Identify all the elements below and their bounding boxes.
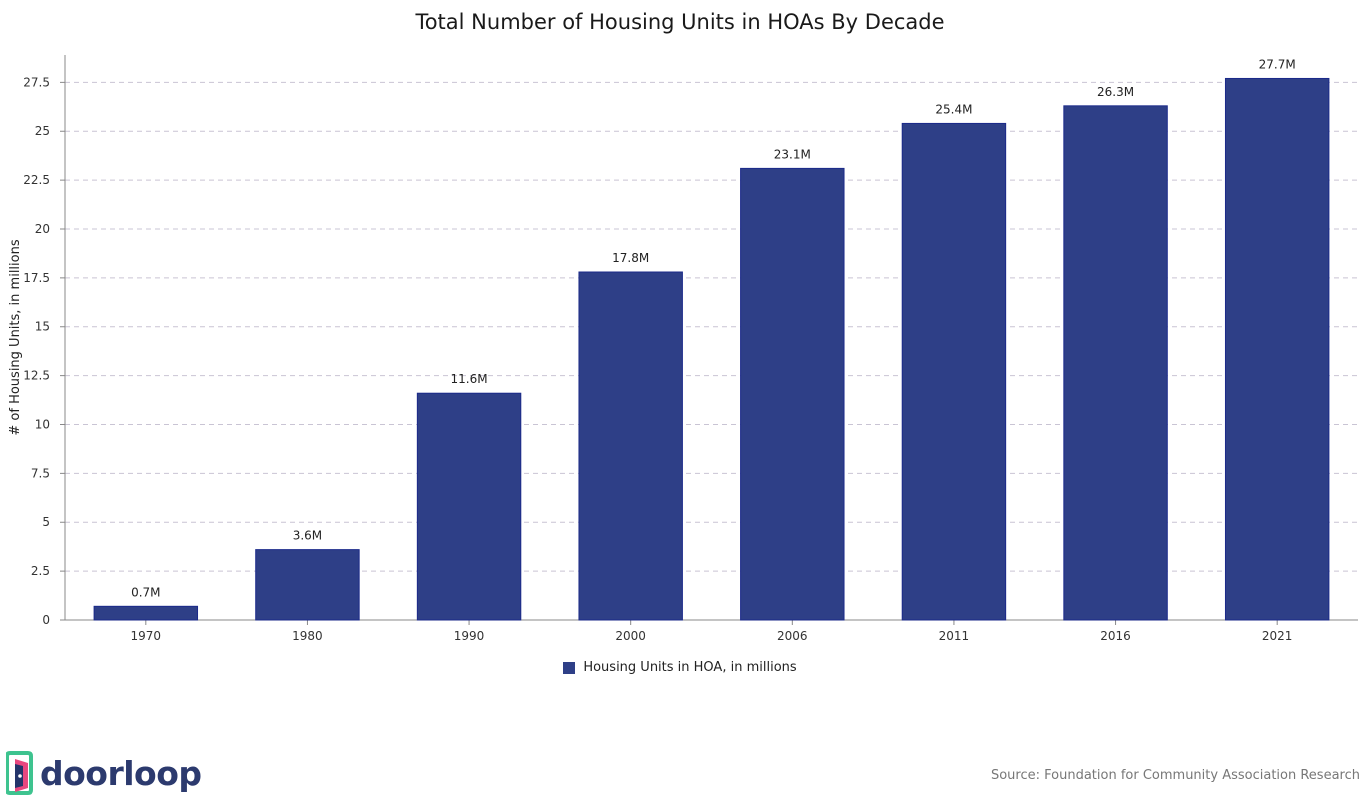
y-tick-label: 2.5 bbox=[31, 564, 50, 578]
x-tick-label-1980: 1980 bbox=[292, 629, 323, 643]
bars bbox=[93, 77, 1330, 621]
data-label-2016: 26.3M bbox=[1097, 85, 1134, 99]
legend-label: Housing Units in HOA, in millions bbox=[583, 660, 797, 675]
bar-chart: 0 2.5 5 7.5 10 12.5 15 17.5 20 22.5 25 27.5 1970 1980… bbox=[8, 55, 1358, 643]
x-tick-label-2000: 2000 bbox=[615, 629, 646, 643]
data-label-1990: 11.6M bbox=[451, 372, 488, 386]
bar-2006 bbox=[740, 167, 845, 621]
data-label-2006: 23.1M bbox=[774, 147, 811, 161]
data-label-2021: 27.7M bbox=[1259, 57, 1296, 71]
x-tick-label-1970: 1970 bbox=[131, 629, 162, 643]
y-tick-label: 7.5 bbox=[31, 466, 50, 480]
y-tick-label: 5 bbox=[42, 515, 50, 529]
y-tick-label: 20 bbox=[35, 222, 50, 236]
y-tick-label: 12.5 bbox=[23, 369, 50, 383]
x-tick-label-2021: 2021 bbox=[1262, 629, 1293, 643]
legend-swatch bbox=[563, 661, 576, 674]
data-label-1970: 0.7M bbox=[131, 585, 160, 599]
bar-2000 bbox=[578, 271, 683, 621]
y-tick-label: 15 bbox=[35, 320, 50, 334]
x-tick-label-2011: 2011 bbox=[939, 629, 970, 643]
y-tick-label: 27.5 bbox=[23, 75, 50, 89]
y-tick-label: 0 bbox=[42, 613, 50, 627]
bar-1990 bbox=[416, 392, 522, 621]
y-tick-label: 22.5 bbox=[23, 173, 50, 187]
bar-1970 bbox=[93, 605, 199, 621]
chart-title: Total Number of Housing Units in HOAs By… bbox=[415, 10, 945, 34]
source-note: Source: Foundation for Community Associa… bbox=[990, 768, 1360, 783]
bar-2016 bbox=[1063, 105, 1168, 621]
y-tick-label: 10 bbox=[35, 417, 50, 431]
y-axis-label: # of Housing Units, in millions bbox=[8, 239, 23, 435]
x-tick-label-1990: 1990 bbox=[454, 629, 485, 643]
data-label-1980: 3.6M bbox=[293, 529, 322, 543]
bar-2011 bbox=[901, 122, 1007, 621]
legend: Housing Units in HOA, in millions bbox=[0, 660, 1360, 675]
x-tick-label-2016: 2016 bbox=[1100, 629, 1131, 643]
bar-2021 bbox=[1224, 77, 1330, 621]
data-label-2011: 25.4M bbox=[935, 102, 972, 116]
x-tick-label-2006: 2006 bbox=[777, 629, 808, 643]
bar-1980 bbox=[255, 549, 360, 621]
data-labels: 0.7M 3.6M 11.6M 17.8M 23.1M 25.4M 26.3M 27.7M bbox=[131, 57, 1296, 599]
door-logo-icon bbox=[6, 751, 33, 795]
doorloop-logo: doorloop bbox=[6, 748, 202, 798]
y-tick-label: 17.5 bbox=[23, 271, 50, 285]
data-label-2000: 17.8M bbox=[612, 251, 649, 265]
brand-wordmark: doorloop bbox=[40, 753, 202, 793]
y-tick-label: 25 bbox=[35, 124, 50, 138]
